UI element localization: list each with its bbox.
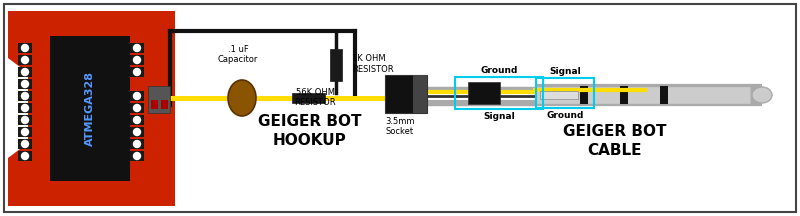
Bar: [130, 127, 144, 137]
Bar: [130, 139, 144, 149]
Circle shape: [134, 116, 141, 124]
Bar: [423, 75, 425, 113]
Text: Ground: Ground: [480, 66, 518, 75]
Bar: [415, 75, 417, 113]
Bar: [417, 75, 418, 113]
Circle shape: [22, 140, 29, 148]
Bar: [18, 115, 32, 125]
Bar: [540, 91, 578, 99]
Circle shape: [22, 44, 29, 51]
Bar: [151, 100, 158, 109]
Bar: [421, 75, 422, 113]
Ellipse shape: [228, 80, 256, 116]
Text: Signal: Signal: [549, 67, 581, 76]
Text: GEIGER BOT
HOOKUP: GEIGER BOT HOOKUP: [258, 114, 362, 148]
Bar: [292, 93, 325, 103]
Circle shape: [22, 129, 29, 135]
Bar: [148, 86, 170, 113]
Bar: [130, 91, 144, 101]
Bar: [18, 79, 32, 89]
Bar: [455, 77, 543, 109]
Bar: [18, 139, 32, 149]
Bar: [330, 49, 342, 81]
Text: 56K OHM
RESISTOR: 56K OHM RESISTOR: [294, 88, 336, 107]
Bar: [130, 43, 144, 53]
Circle shape: [134, 105, 141, 111]
Text: Signal: Signal: [483, 112, 515, 121]
Bar: [425, 75, 426, 113]
Text: 3.5mm
Socket: 3.5mm Socket: [386, 117, 414, 136]
Bar: [18, 127, 32, 137]
Polygon shape: [8, 11, 175, 206]
Bar: [130, 67, 144, 77]
Text: ATMEGA328: ATMEGA328: [85, 70, 95, 146]
Circle shape: [134, 129, 141, 135]
Bar: [18, 103, 32, 113]
Bar: [419, 75, 421, 113]
Circle shape: [134, 92, 141, 100]
Bar: [536, 78, 594, 108]
Bar: [385, 75, 427, 113]
Circle shape: [22, 152, 29, 159]
Bar: [161, 100, 168, 109]
Bar: [130, 55, 144, 65]
Text: 1K OHM
RESISTOR: 1K OHM RESISTOR: [352, 54, 394, 74]
Circle shape: [134, 140, 141, 148]
Bar: [18, 91, 32, 101]
Circle shape: [22, 57, 29, 64]
Bar: [18, 67, 32, 77]
Bar: [130, 103, 144, 113]
Bar: [18, 151, 32, 161]
Bar: [130, 115, 144, 125]
Text: .1 uF
Capacitor: .1 uF Capacitor: [218, 44, 258, 64]
Circle shape: [134, 68, 141, 76]
Bar: [468, 82, 500, 104]
Circle shape: [134, 57, 141, 64]
Bar: [18, 43, 32, 53]
Circle shape: [134, 152, 141, 159]
Bar: [18, 55, 32, 65]
Circle shape: [22, 116, 29, 124]
Text: GEIGER BOT
CABLE: GEIGER BOT CABLE: [563, 124, 666, 158]
Circle shape: [22, 105, 29, 111]
Text: Ground: Ground: [546, 111, 584, 120]
Bar: [50, 36, 130, 181]
Circle shape: [22, 92, 29, 100]
Circle shape: [22, 68, 29, 76]
Bar: [130, 151, 144, 161]
Bar: [413, 75, 414, 113]
Ellipse shape: [752, 87, 772, 103]
Circle shape: [134, 44, 141, 51]
Circle shape: [22, 81, 29, 87]
